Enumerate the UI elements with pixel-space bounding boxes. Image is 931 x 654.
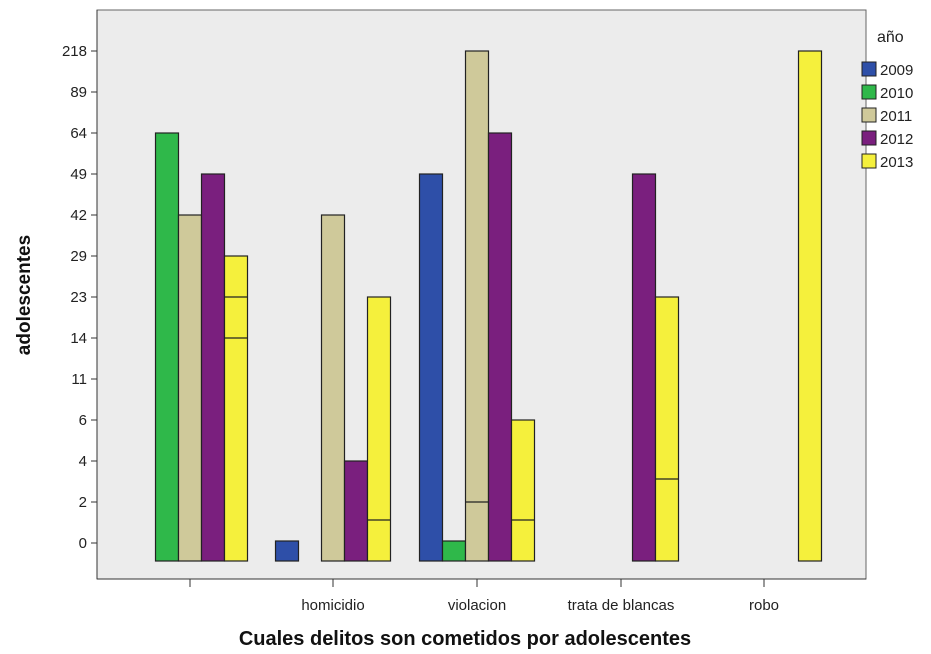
bar-2012 <box>200 173 226 562</box>
bar-2012 <box>343 460 369 562</box>
legend-label: 2009 <box>880 62 913 79</box>
legend-label: 2010 <box>880 85 913 102</box>
y-tick-label: 42 <box>70 207 87 224</box>
y-tick-label: 0 <box>79 535 87 552</box>
bar-2013 <box>223 255 249 562</box>
legend-title: año <box>877 29 904 46</box>
y-axis-title: adolescentes <box>14 235 35 355</box>
legend-swatch <box>861 84 877 100</box>
x-axis: homicidio violacion trata de blancas robo <box>97 578 866 614</box>
x-category-label: trata de blancas <box>568 597 675 614</box>
bar-2010 <box>154 132 180 562</box>
y-tick-label: 29 <box>70 248 87 265</box>
bar-2013 <box>510 419 536 562</box>
x-category-label: violacion <box>448 597 506 614</box>
y-tick-label: 23 <box>70 289 87 306</box>
bar-2013 <box>366 296 392 562</box>
bar-2009 <box>418 173 444 562</box>
legend: año 2009 2010 2011 2012 2013 <box>861 29 913 171</box>
y-tick-label: 64 <box>70 125 87 142</box>
legend-swatch <box>861 130 877 146</box>
legend-swatch <box>861 61 877 77</box>
legend-label: 2013 <box>880 154 913 171</box>
bar-2013 <box>654 296 680 562</box>
bar-2013 <box>797 50 823 562</box>
y-tick-label: 4 <box>79 453 87 470</box>
y-tick-label: 49 <box>70 166 87 183</box>
y-tick-label: 11 <box>71 371 87 388</box>
bars-group <box>154 50 823 562</box>
bar-2012 <box>487 132 513 562</box>
bar-2011 <box>320 214 346 562</box>
legend-swatch <box>861 107 877 123</box>
bar-2010 <box>441 540 467 562</box>
bar-2012 <box>631 173 657 562</box>
y-tick-label: 2 <box>79 494 87 511</box>
legend-label: 2012 <box>880 131 913 148</box>
y-tick-label: 89 <box>70 84 87 101</box>
y-tick-label: 218 <box>62 43 87 60</box>
bar-2011 <box>177 214 203 562</box>
y-tick-label: 14 <box>70 330 87 347</box>
bar-2011 <box>464 50 490 562</box>
y-tick-label: 6 <box>79 412 87 429</box>
legend-swatch <box>861 153 877 169</box>
legend-label: 2011 <box>880 108 912 125</box>
bar-2009 <box>274 540 300 562</box>
x-axis-title: Cuales delitos son cometidos por adolesc… <box>239 628 691 650</box>
x-category-label: homicidio <box>301 597 364 614</box>
x-category-label: robo <box>749 597 779 614</box>
